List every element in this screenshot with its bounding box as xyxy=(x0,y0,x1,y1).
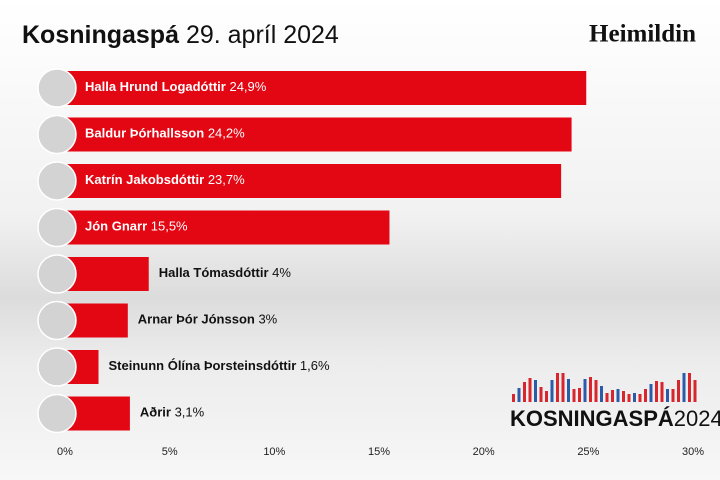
logo-bar xyxy=(677,380,680,402)
category-label: Halla Tómasdóttir xyxy=(159,265,269,280)
x-tick-label: 10% xyxy=(263,446,285,458)
category-label: Baldur Þórhallsson xyxy=(85,126,204,141)
bar-label: Katrín Jakobsdóttir 23,7% xyxy=(85,172,245,187)
value-label: 15,5% xyxy=(151,219,188,234)
avatar xyxy=(37,347,77,387)
logo-bar xyxy=(666,389,669,402)
bar-label: Halla Tómasdóttir 4% xyxy=(159,265,292,280)
x-tick-label: 5% xyxy=(162,446,178,458)
bar-label: Halla Hrund Logadóttir 24,9% xyxy=(85,79,267,94)
logo-bar xyxy=(561,373,565,402)
logo-bar xyxy=(539,387,543,402)
logo-bar xyxy=(545,391,548,402)
logo-bar xyxy=(633,393,636,402)
logo-bar xyxy=(589,377,592,402)
category-label: Halla Hrund Logadóttir xyxy=(85,79,226,94)
logo-bar xyxy=(605,393,609,402)
logo-bar xyxy=(523,382,526,402)
avatar xyxy=(37,207,77,248)
logo-bar xyxy=(611,390,614,402)
logo-bar xyxy=(583,379,587,402)
logo-bar xyxy=(528,378,532,402)
x-tick-label: 30% xyxy=(682,446,704,458)
bar xyxy=(65,117,572,152)
logo-bar xyxy=(616,389,620,402)
logo-bar xyxy=(638,394,642,402)
logo-bar xyxy=(512,394,515,402)
logo-bar xyxy=(556,373,559,402)
avatar xyxy=(37,114,77,155)
logo-bar xyxy=(534,380,537,402)
logo-bar xyxy=(660,382,664,402)
bar-label: Aðrir 3,1% xyxy=(140,405,205,420)
avatar xyxy=(37,161,77,201)
logo-bar xyxy=(578,388,581,402)
bar-label: Steinunn Ólína Þorsteinsdóttir 1,6% xyxy=(108,358,329,373)
value-label: 4% xyxy=(272,265,291,280)
value-label: 23,7% xyxy=(208,172,245,187)
x-tick-label: 15% xyxy=(368,446,390,458)
x-tick-label: 25% xyxy=(577,446,599,458)
category-label: Katrín Jakobsdóttir xyxy=(85,172,204,187)
value-label: 1,6% xyxy=(300,358,330,373)
logo-text: KOSNINGASPÁ2024 xyxy=(510,406,720,431)
avatar xyxy=(37,393,77,434)
logo-bar xyxy=(622,391,625,402)
bar xyxy=(65,71,587,105)
logo-graphic xyxy=(512,373,697,402)
chart-title: Kosningaspá 29. apríl 2024 xyxy=(22,21,339,49)
brand: Heimildin xyxy=(589,21,696,48)
category-label: Jón Gnarr xyxy=(85,219,147,234)
avatar xyxy=(37,68,77,108)
x-tick-label: 20% xyxy=(473,446,495,458)
value-label: 3,1% xyxy=(175,405,205,420)
category-label: Steinunn Ólína Þorsteinsdóttir xyxy=(108,358,296,373)
bar xyxy=(65,257,149,291)
logo-bar xyxy=(682,373,686,402)
bar-label: Arnar Þór Jónsson 3% xyxy=(138,312,278,327)
bar xyxy=(65,210,390,245)
x-tick-label: 0% xyxy=(57,446,73,458)
logo-bar xyxy=(627,394,631,402)
category-label: Aðrir xyxy=(140,405,171,420)
bar-label: Baldur Þórhallsson 24,2% xyxy=(85,126,245,141)
logo-bar xyxy=(550,380,554,402)
category-label: Arnar Þór Jónsson xyxy=(138,312,255,327)
avatar xyxy=(37,300,77,341)
bar-label: Jón Gnarr 15,5% xyxy=(85,219,188,234)
avatar xyxy=(37,254,77,294)
logo-bar xyxy=(600,386,603,402)
logo-bar xyxy=(644,389,647,402)
value-label: 24,2% xyxy=(208,126,245,141)
logo-bar xyxy=(594,380,598,402)
logo-bar xyxy=(649,384,653,402)
logo-bar xyxy=(572,389,576,402)
logo-bar xyxy=(688,373,691,402)
logo-bar xyxy=(655,381,658,402)
value-label: 3% xyxy=(258,312,277,327)
logo-bar xyxy=(693,380,697,402)
value-label: 24,9% xyxy=(229,79,266,94)
logo-bar xyxy=(567,379,570,402)
logo-bar xyxy=(671,389,675,402)
bar xyxy=(65,164,562,198)
logo-bar xyxy=(517,388,521,402)
